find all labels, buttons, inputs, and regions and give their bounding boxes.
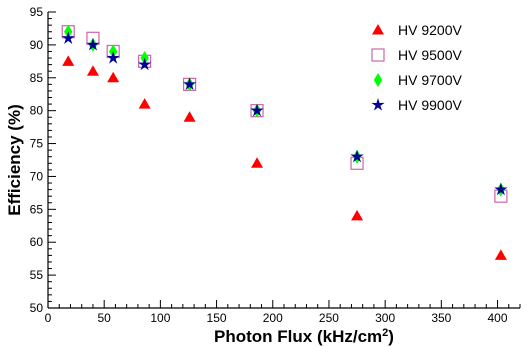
y-axis-ticks: 50 55 60 65 70 75 80 85 90 95 xyxy=(30,5,56,315)
y-tick-label: 85 xyxy=(30,71,44,85)
y-tick-label: 65 xyxy=(30,202,44,216)
data-point xyxy=(138,98,151,109)
x-tick-label: 250 xyxy=(319,311,339,325)
data-point xyxy=(62,55,75,66)
x-tick-label: 200 xyxy=(263,311,283,325)
data-point xyxy=(183,111,196,122)
x-axis-title-main: Photon Flux (kHz/cm xyxy=(214,327,382,346)
y-tick-label: 55 xyxy=(30,268,44,282)
y-tick-label: 75 xyxy=(30,137,44,151)
legend-label: HV 9200V xyxy=(398,22,462,38)
data-point xyxy=(61,31,75,44)
y-tick-label: 90 xyxy=(30,38,44,52)
data-point xyxy=(494,249,507,260)
legend: HV 9200V HV 9500V HV 9700V HV 9900V xyxy=(371,22,462,113)
data-point xyxy=(182,77,197,91)
data-point xyxy=(106,51,120,64)
legend-marker xyxy=(372,24,384,35)
data-point xyxy=(107,71,120,83)
legend-marker xyxy=(371,48,385,62)
data-point xyxy=(350,149,364,163)
legend-label: HV 9700V xyxy=(398,72,462,88)
y-tick-label: 50 xyxy=(30,301,44,315)
data-point xyxy=(86,37,100,51)
x-tick-label: 350 xyxy=(431,311,451,325)
data-point xyxy=(351,209,364,221)
legend-label: HV 9900V xyxy=(398,97,462,113)
series-4 xyxy=(61,31,508,196)
data-point xyxy=(494,182,508,196)
y-axis-title: Efficiency (%) xyxy=(5,104,24,215)
x-tick-label: 0 xyxy=(45,311,52,325)
x-tick-label: 150 xyxy=(207,311,227,325)
y-tick-label: 95 xyxy=(30,5,44,19)
data-point xyxy=(86,65,99,76)
x-axis-ticks: 0 50 100 150 200 250 300 350 400 xyxy=(45,300,521,325)
y-tick-label: 80 xyxy=(30,104,44,118)
data-point xyxy=(137,57,152,71)
x-tick-label: 300 xyxy=(375,311,395,325)
legend-marker xyxy=(371,98,385,111)
series-1 xyxy=(62,55,507,260)
x-tick-label: 100 xyxy=(150,311,170,325)
data-point xyxy=(250,103,264,117)
legend-label: HV 9500V xyxy=(398,47,462,63)
x-axis-title-end: ) xyxy=(388,327,394,346)
x-axis-title-superscript: 2 xyxy=(382,327,388,339)
x-tick-label: 400 xyxy=(488,311,508,325)
x-axis-title: Photon Flux (kHz/cm2) xyxy=(214,327,394,346)
data-points xyxy=(61,24,508,260)
legend-marker xyxy=(373,73,383,87)
x-tick-label: 50 xyxy=(98,311,112,325)
y-tick-label: 70 xyxy=(30,169,44,183)
data-point xyxy=(251,157,264,168)
y-tick-label: 60 xyxy=(30,235,44,249)
